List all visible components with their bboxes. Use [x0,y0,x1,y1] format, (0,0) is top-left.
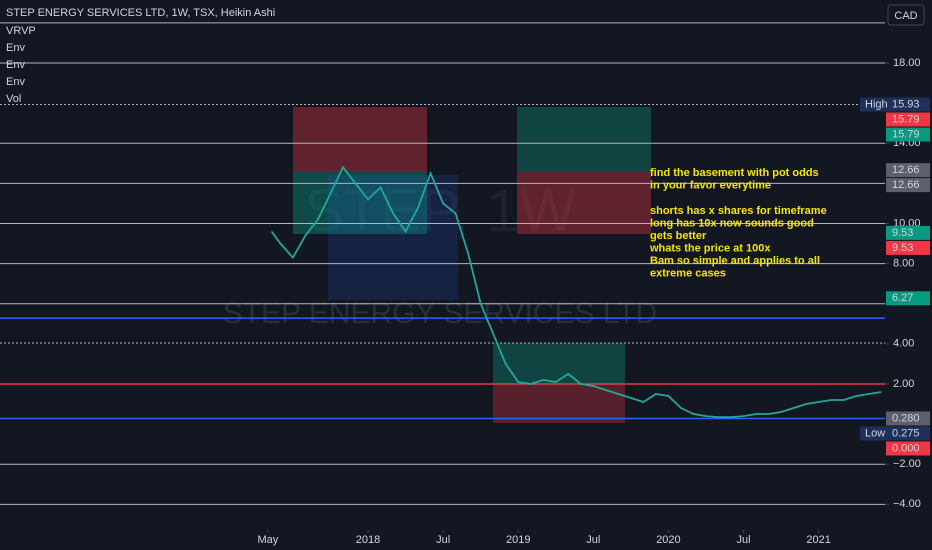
y-tick-label: −2.00 [893,458,921,470]
price-marker [886,240,930,255]
price-marker [886,441,930,456]
price-marker [886,178,930,193]
price-marker-tag: High [865,98,888,110]
annotation-line: gets better [650,230,707,242]
annotation-line: long has 10x now sounds good [650,217,814,229]
y-tick-label: 4.00 [893,338,914,350]
price-marker-label: 6.27 [892,292,913,304]
annotation-line: Bam so simple and applies to all [650,255,820,267]
annotation-line: find the basement with pot odds [650,167,819,179]
envelope-fill [328,175,458,300]
x-tick-label: Jul [436,534,450,546]
legend-title: STEP ENERGY SERVICES LTD, 1W, TSX, Heiki… [6,7,275,19]
x-tick-label: 2021 [806,534,830,546]
y-tick-label: 8.00 [893,258,914,270]
indicator-name: VRVP [6,25,36,37]
price-marker-label: 15.79 [892,113,920,125]
price-marker-label: 0.275 [892,427,920,439]
risk-zone [293,107,427,172]
time-axis [0,530,932,550]
reward-zone [517,107,651,172]
watermark: STEP ENERGY SERVICES LTD [223,297,658,330]
price-marker [886,426,930,441]
price-marker [886,411,930,426]
y-tick-label: 18.00 [893,57,921,69]
price-marker-label: 0.000 [892,442,920,454]
price-marker-label: 15.93 [892,98,920,110]
watermark-symbol: STEP, 1W [304,177,577,244]
annotation-line: in your favor everytime [650,179,771,191]
price-marker [886,112,930,127]
currency-button[interactable] [887,4,925,26]
price-marker-tag-bg [860,97,886,112]
price-line [270,165,882,418]
price-marker-label: 0.280 [892,412,920,424]
risk-zone [517,172,651,234]
currency[interactable]: CAD [894,10,917,22]
drawings [0,22,885,505]
x-tick-label: 2019 [506,534,530,546]
price-marker [886,291,930,306]
y-tick-label: −4.00 [893,498,921,510]
indicator-name: Env [6,76,25,88]
x-tick-label: 2020 [656,534,680,546]
annotation-line: extreme cases [650,267,726,279]
indicator-name: Env [6,42,25,54]
price-marker-tag: Low [865,427,885,439]
reward-zone [493,343,625,385]
price-marker-label: 15.79 [892,128,920,140]
y-tick-label: 2.00 [893,378,914,390]
risk-zone [493,385,625,423]
price-marker-label: 9.53 [892,242,913,254]
x-tick-label: 2018 [356,534,380,546]
price-marker-label: 12.66 [892,164,920,176]
annotation-line: shorts has x shares for timeframe [650,205,827,217]
annotation-line: whats the price at 100x [649,242,771,254]
price-marker-label: 9.53 [892,227,913,239]
indicator-name: Vol [6,93,21,105]
price-marker [886,97,930,112]
price-marker-tag-bg [860,426,886,441]
indicator-name: Env [6,59,25,71]
price-marker [886,127,930,142]
x-tick-label: Jul [737,534,751,546]
x-tick-label: Jul [586,534,600,546]
price-marker-label: 12.66 [892,179,920,191]
price-axis [885,0,932,550]
price-marker [886,163,930,178]
x-tick-label: May [257,534,278,546]
price-marker [886,225,930,240]
